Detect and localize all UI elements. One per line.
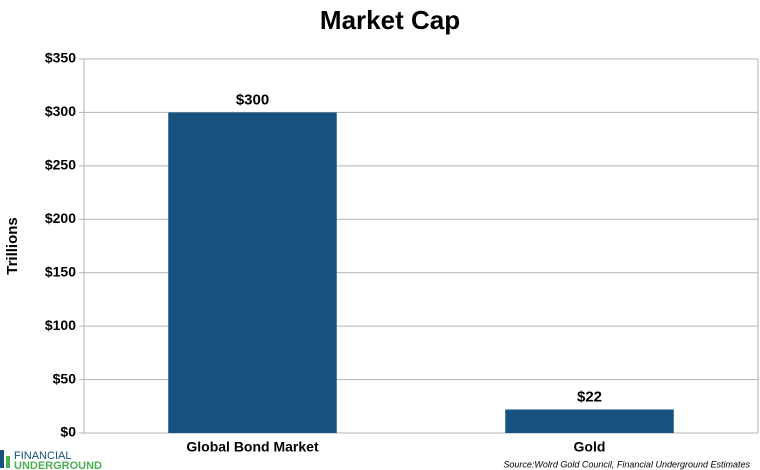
x-tick-label: Global Bond Market: [186, 439, 319, 455]
logo-icon: [0, 450, 4, 468]
source-note: Source:Wolrd Gold Council, Financial Und…: [503, 459, 750, 469]
y-tick-label: $0: [60, 424, 76, 440]
bar: [505, 409, 674, 433]
y-tick-label: $150: [45, 263, 76, 279]
y-tick-label: $250: [45, 157, 76, 173]
y-tick-label: $200: [45, 210, 76, 226]
logo-icon: [6, 456, 10, 468]
logo-text: FINANCIAL: [14, 450, 71, 462]
y-axis-label: Trillions: [4, 217, 21, 275]
y-tick-label: $100: [45, 317, 76, 333]
logo-text: UNDERGROUND: [14, 460, 102, 470]
data-label: $22: [577, 388, 602, 405]
data-label: $300: [236, 91, 269, 108]
y-tick-label: $350: [45, 50, 76, 66]
chart-title: Market Cap: [320, 5, 460, 35]
y-tick-label: $300: [45, 103, 76, 119]
bar: [168, 112, 337, 433]
x-tick-label: Gold: [574, 439, 606, 455]
y-tick-label: $50: [53, 370, 77, 386]
